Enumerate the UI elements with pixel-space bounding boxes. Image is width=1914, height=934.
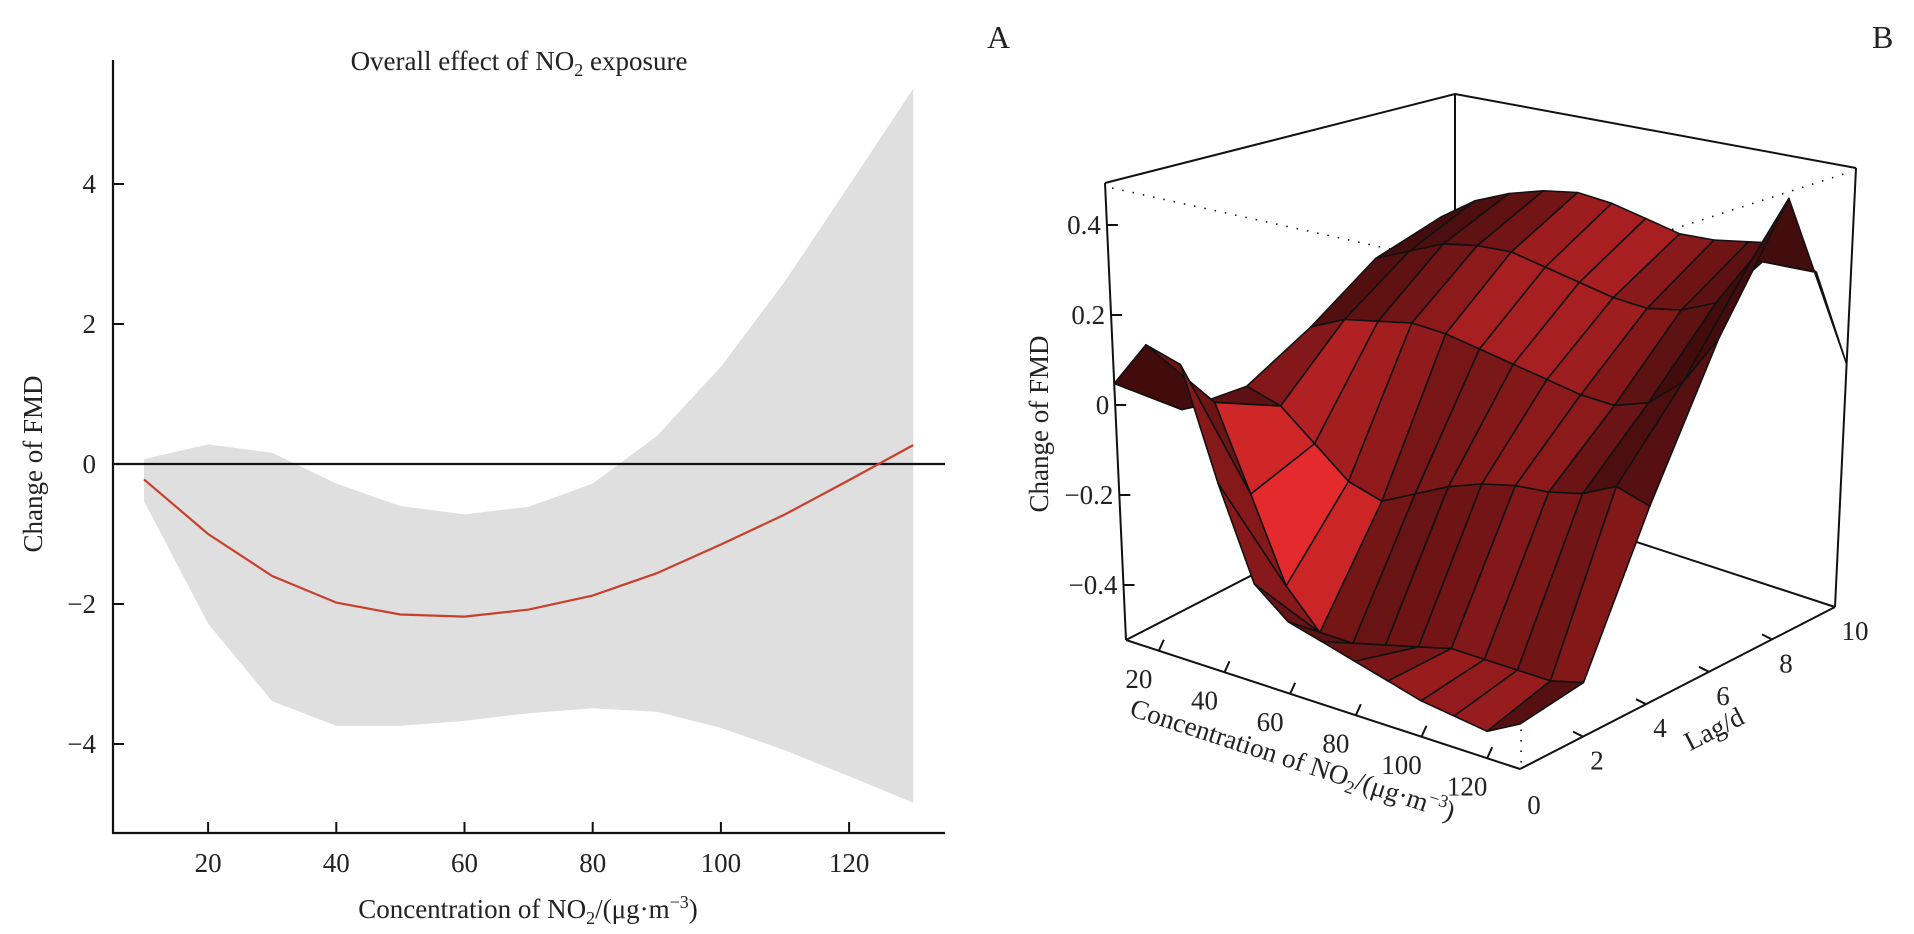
z-tick-label: 0 bbox=[1096, 390, 1110, 420]
x-tick-label: 20 bbox=[195, 848, 222, 878]
lag-axis bbox=[1519, 606, 1836, 770]
x-ticks: 20 40 60 80 100 120 bbox=[195, 822, 870, 878]
confidence-band bbox=[144, 88, 914, 803]
conc-tick-label: 60 bbox=[1257, 707, 1284, 737]
lag-tick-mark bbox=[1761, 633, 1773, 641]
panel-label-a: A bbox=[987, 19, 1010, 55]
surface-chart-b: 0.4 0.2 0 −0.2 −0.4 20 40 60 80 100 120 0 2 4 6 8 10 C… bbox=[1024, 92, 1869, 826]
y-tick-label: −2 bbox=[67, 589, 96, 619]
conc-tick-mark bbox=[1289, 682, 1297, 695]
x-tick-label: 40 bbox=[323, 848, 350, 878]
lag-tick-label: 0 bbox=[1527, 790, 1541, 820]
z-tick-label: −0.4 bbox=[1068, 570, 1117, 600]
surface-mesh bbox=[1113, 190, 1848, 733]
chart-b-z-label: Change of FMD bbox=[1024, 336, 1054, 513]
conc-ticks: 20 40 60 80 100 120 bbox=[1125, 639, 1494, 801]
z-tick-label: −0.2 bbox=[1064, 480, 1113, 510]
box-top-edge bbox=[1104, 92, 1857, 184]
box-left-vertical bbox=[1104, 182, 1127, 641]
lag-tick-label: 2 bbox=[1590, 746, 1604, 776]
y-tick-label: 0 bbox=[83, 449, 97, 479]
conc-tick-label: 100 bbox=[1381, 750, 1422, 780]
lag-tick-mark bbox=[1698, 665, 1710, 673]
conc-tick-mark bbox=[1157, 639, 1165, 652]
conc-tick-mark bbox=[1420, 725, 1428, 738]
lag-tick-label: 8 bbox=[1779, 648, 1793, 678]
conc-tick-label: 80 bbox=[1322, 728, 1349, 758]
y-tick-label: 4 bbox=[83, 169, 97, 199]
chart-a-y-label: Change of FMD bbox=[18, 376, 48, 553]
y-tick-label: −4 bbox=[67, 729, 96, 759]
box-right-vertical bbox=[1834, 167, 1857, 608]
conc-tick-label: 120 bbox=[1447, 771, 1488, 801]
line-chart-a: 20 40 60 80 100 120 −4 −2 0 2 4 Overall effect of… bbox=[18, 46, 945, 928]
surface-facet bbox=[1486, 680, 1585, 733]
conc-tick-mark bbox=[1486, 746, 1494, 759]
chart-a-x-label: Concentration of NO2/(μg·m−3) bbox=[358, 892, 698, 928]
lag-tick-mark bbox=[1635, 698, 1647, 706]
estimate-line bbox=[143, 444, 914, 618]
lag-ticks: 0 2 4 6 8 10 bbox=[1527, 616, 1868, 820]
conc-tick-label: 20 bbox=[1125, 664, 1152, 694]
lag-tick-label: 4 bbox=[1653, 713, 1667, 743]
conc-tick-label: 40 bbox=[1191, 685, 1218, 715]
panel-label-b: B bbox=[1872, 19, 1893, 55]
y-ticks: −4 −2 0 2 4 bbox=[67, 169, 124, 759]
surface-facet bbox=[1751, 197, 1848, 365]
x-tick-label: 80 bbox=[579, 848, 606, 878]
z-tick-label: 0.4 bbox=[1067, 210, 1101, 240]
z-tick-label: 0.2 bbox=[1071, 300, 1105, 330]
conc-tick-mark bbox=[1223, 660, 1231, 673]
x-tick-label: 100 bbox=[701, 848, 742, 878]
y-tick-label: 2 bbox=[83, 309, 97, 339]
lag-tick-label: 10 bbox=[1842, 616, 1869, 646]
z-ticks: 0.4 0.2 0 −0.2 −0.4 bbox=[1064, 210, 1135, 600]
x-tick-label: 120 bbox=[829, 848, 870, 878]
x-tick-label: 60 bbox=[451, 848, 478, 878]
chart-b-y-label: Lag/d bbox=[1679, 701, 1749, 757]
conc-tick-mark bbox=[1354, 703, 1362, 716]
lag-tick-label: 6 bbox=[1716, 681, 1730, 711]
chart-a-title: Overall effect of NO2 exposure bbox=[351, 46, 688, 80]
lag-tick-mark bbox=[1572, 730, 1584, 738]
conc-axis bbox=[1125, 639, 1521, 770]
